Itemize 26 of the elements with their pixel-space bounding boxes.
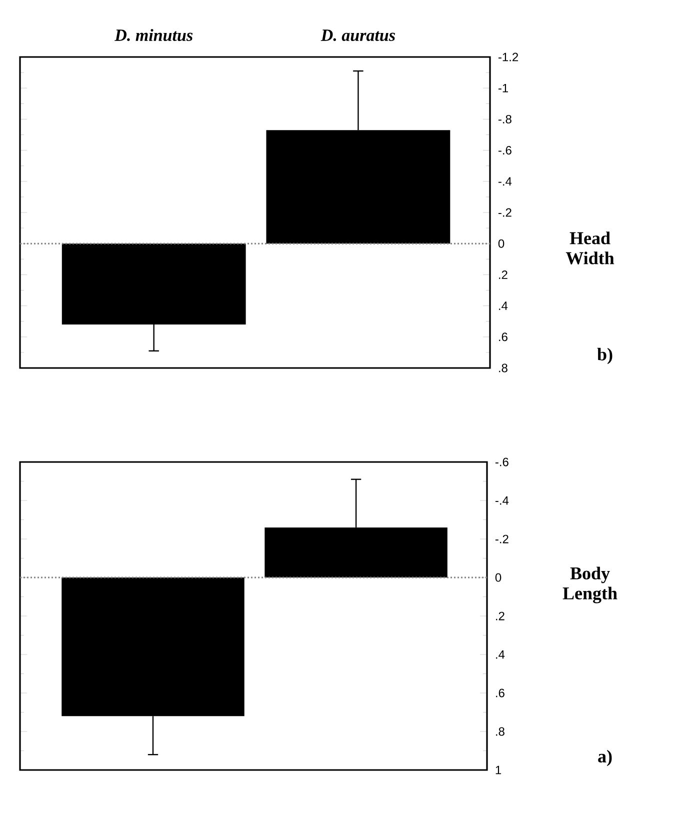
y-tick-label: 0 xyxy=(498,239,504,248)
y-tick-label: 0 xyxy=(495,573,502,582)
text: b) xyxy=(597,348,612,364)
y-tick-label: .6 xyxy=(499,332,508,342)
y-tick-label: .2 xyxy=(499,270,508,279)
y-tick-label: -.6 xyxy=(498,146,512,155)
text: a) xyxy=(598,750,612,766)
y-tick-label: 1 xyxy=(496,766,502,774)
y-tick-label: -.6 xyxy=(495,458,508,466)
y-tick-label: -.2 xyxy=(495,534,508,544)
y-tick-label: .2 xyxy=(496,612,504,620)
y-tick-label: -1 xyxy=(498,84,508,92)
y-tick-label: -.4 xyxy=(495,496,509,505)
y-tick-label: -.2 xyxy=(498,208,512,217)
y-axis-title: Body Length xyxy=(562,566,618,604)
y-tick-label: .4 xyxy=(499,302,508,310)
x-tick-label: D. minutus xyxy=(114,29,193,42)
y-tick-label: .6 xyxy=(496,688,504,698)
y-axis-title: Head Width xyxy=(566,232,614,264)
y-tick-label: -.4 xyxy=(498,177,512,186)
y-tick-label: -.8 xyxy=(498,114,512,124)
y-tick-label: .8 xyxy=(496,727,504,736)
x-tick-label: D. auratus xyxy=(320,30,395,42)
y-tick-label: .8 xyxy=(499,364,508,372)
y-tick-label: .4 xyxy=(496,650,505,659)
y-tick-label: -1.2 xyxy=(498,52,518,62)
